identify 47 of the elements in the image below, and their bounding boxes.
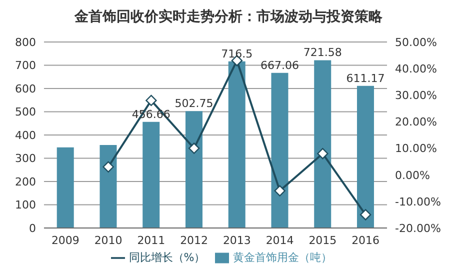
y2-tick-label: 50.00% [395, 36, 437, 49]
bar [142, 122, 160, 228]
y-tick-label: 300 [15, 152, 36, 166]
point [360, 209, 372, 220]
x-tick-label: 2015 [308, 234, 337, 247]
point [188, 142, 200, 154]
point [146, 94, 157, 106]
y-tick-label: 600 [15, 82, 36, 96]
x-tick-label: 2014 [266, 234, 294, 247]
y-tick-label: 0 [29, 222, 36, 235]
data-label: 667.06 [260, 58, 299, 72]
legend-label: 同比增长（%） [128, 251, 206, 264]
bar [56, 147, 74, 228]
y2-tick-label: 0.00% [395, 168, 430, 182]
bar [185, 111, 202, 228]
x-tick-label: 2012 [180, 234, 208, 247]
point [274, 185, 286, 196]
data-label: 716.5 [221, 47, 253, 60]
y2-tick-label: 10.00% [395, 142, 437, 156]
y2-tick-label: 40.00% [395, 62, 437, 76]
legend-label: 黄金首饰用金（吨） [233, 251, 332, 264]
data-label: 721.58 [303, 46, 342, 60]
y-tick-label: 700 [15, 59, 36, 72]
y-tick-label: 200 [15, 175, 36, 188]
bar [314, 60, 332, 228]
y-tick-label: 500 [15, 106, 36, 119]
bar [228, 61, 246, 228]
data-label: 611.17 [346, 72, 385, 85]
data-label: 502.75 [174, 97, 214, 110]
x-tick-label: 2009 [51, 234, 80, 247]
bar [100, 145, 117, 228]
y2-tick-label: 20.00% [395, 116, 437, 129]
bar [356, 86, 374, 228]
point [317, 148, 328, 160]
y-tick-label: 100 [15, 198, 36, 212]
y2-tick-label: -20.00% [395, 222, 441, 235]
point [102, 161, 114, 172]
x-tick-label: 2016 [352, 234, 380, 247]
y-tick-label: 400 [15, 128, 36, 142]
x-tick-label: 2010 [94, 234, 122, 247]
x-tick-label: 2013 [222, 234, 251, 247]
y2-tick-label: -10.00% [395, 195, 441, 208]
y2-tick-label: 30.00% [395, 89, 437, 102]
x-tick-label: 2011 [137, 234, 166, 247]
bar [271, 72, 288, 228]
y-tick-label: 800 [15, 36, 36, 49]
chart-title: 金首饰回收价实时走势分析：市场波动与投资策略 [73, 8, 384, 27]
